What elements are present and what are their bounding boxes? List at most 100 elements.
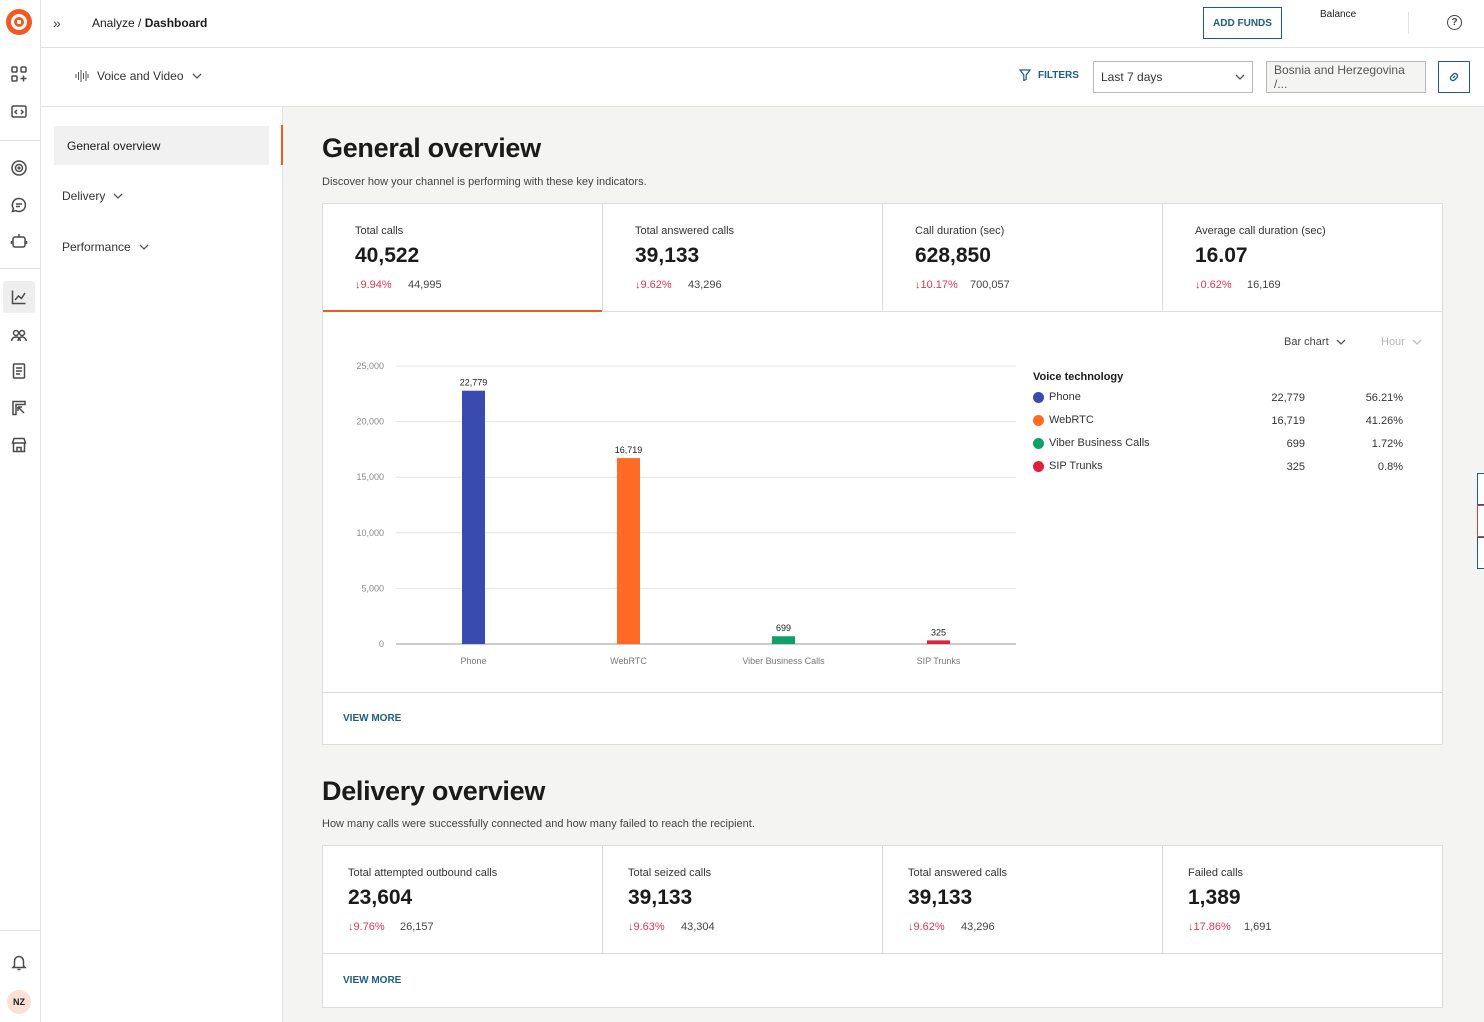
breadcrumb-parent[interactable]: Analyze / xyxy=(92,16,142,30)
chevron-down-icon xyxy=(1235,74,1245,80)
expand-chevrons-icon[interactable]: » xyxy=(53,15,61,31)
kpi-label: Total seized calls xyxy=(628,867,712,879)
app-logo-icon[interactable] xyxy=(6,9,32,35)
main-content: General overview Discover how your chann… xyxy=(283,107,1484,1022)
x-tick-label: Viber Business Calls xyxy=(742,656,825,666)
share-link-button[interactable] xyxy=(1438,61,1470,93)
chevron-down-icon xyxy=(1336,339,1346,345)
feedback-edge-tabs[interactable] xyxy=(1477,473,1484,569)
country-value: Bosnia and Herzegovina /... xyxy=(1274,63,1405,91)
legend-dot-icon xyxy=(1033,392,1044,403)
kpi-delta: ↓17.86% xyxy=(1188,921,1231,933)
legend-percent: 0.8% xyxy=(1377,461,1403,473)
nav-label: Performance xyxy=(62,239,131,254)
kpi-total-seized-calls[interactable]: Total seized calls 39,133 ↓9.63% 43,304 xyxy=(603,846,883,953)
bot-icon[interactable] xyxy=(8,230,30,252)
kpi-delta: ↓9.62% xyxy=(908,921,945,933)
nav-performance[interactable]: Performance xyxy=(54,227,269,266)
store-icon[interactable] xyxy=(8,434,30,456)
legend-title: Voice technology xyxy=(1033,371,1124,383)
app-rail: NZ xyxy=(0,0,41,1022)
delivery-overview-card: Total attempted outbound calls 23,604 ↓9… xyxy=(322,845,1443,1008)
kpi-delta: ↓10.17% xyxy=(915,279,958,291)
kpi-label: Total answered calls xyxy=(635,225,735,237)
kpi-previous: 26,157 xyxy=(400,921,434,933)
legend-item[interactable]: SIP Trunks 325 0.8% xyxy=(1033,460,1403,483)
legend-name: Phone xyxy=(1049,391,1081,403)
granularity-dropdown[interactable]: Hour xyxy=(1381,336,1422,348)
people-icon[interactable] xyxy=(8,324,30,346)
filters-label: FILTERS xyxy=(1038,69,1079,81)
apps-icon[interactable] xyxy=(8,63,30,85)
rail-divider xyxy=(0,140,40,141)
chart-type-dropdown[interactable]: Bar chart xyxy=(1284,336,1346,348)
filters-button[interactable]: FILTERS xyxy=(1019,69,1079,81)
chat-icon[interactable] xyxy=(8,194,30,216)
bell-icon[interactable] xyxy=(8,951,30,973)
card-divider xyxy=(323,692,1442,693)
nav-general-overview[interactable]: General overview xyxy=(54,126,269,165)
general-overview-card: Total calls 40,522 ↓9.94% 44,995 Total a… xyxy=(322,203,1443,745)
nav-delivery[interactable]: Delivery xyxy=(54,176,269,215)
breadcrumb-current: Dashboard xyxy=(144,16,208,30)
chart-legend: Voice technology Phone 22,779 56.21% WebRTC… xyxy=(1033,371,1403,483)
active-nav-indicator xyxy=(281,125,283,165)
user-avatar[interactable]: NZ xyxy=(7,990,31,1014)
help-icon[interactable]: ? xyxy=(1447,15,1462,30)
kpi-total-answered-calls[interactable]: Total answered calls 39,133 ↓9.62% 43,29… xyxy=(603,204,883,311)
delivery-view-more-link[interactable]: VIEW MORE xyxy=(343,975,402,986)
period-select[interactable]: Last 7 days xyxy=(1093,61,1253,93)
kpi-failed-calls[interactable]: Failed calls 1,389 ↓17.86% 1,691 xyxy=(1163,846,1442,953)
y-tick-label: 15,000 xyxy=(356,472,384,482)
channel-selector[interactable]: Voice and Video xyxy=(75,69,202,83)
bar-viber-business-calls xyxy=(772,636,795,644)
section-nav: General overview Delivery Performance xyxy=(41,107,283,1022)
general-overview-subtitle: Discover how your channel is performing … xyxy=(322,176,647,188)
chevron-down-icon xyxy=(1412,339,1422,345)
kpi-value: 1,389 xyxy=(1188,886,1241,909)
nav-label: General overview xyxy=(67,138,161,153)
legend-item[interactable]: Viber Business Calls 699 1.72% xyxy=(1033,437,1403,460)
kpi-previous: 43,304 xyxy=(681,921,715,933)
kpi-delta: ↓9.76% xyxy=(348,921,385,933)
delivery-overview-subtitle: How many calls were successfully connect… xyxy=(322,818,755,830)
developer-tools-icon[interactable] xyxy=(8,100,30,122)
granularity-label: Hour xyxy=(1381,336,1405,348)
bar-value-label: 325 xyxy=(931,627,946,637)
legend-percent: 56.21% xyxy=(1365,392,1403,404)
add-funds-button[interactable]: ADD FUNDS xyxy=(1203,7,1282,39)
x-tick-label: SIP Trunks xyxy=(917,656,961,666)
kpi-average-call-duration[interactable]: Average call duration (sec) 16.07 ↓0.62%… xyxy=(1163,204,1442,311)
bar-webrtc xyxy=(617,458,640,644)
analyze-chart-icon[interactable] xyxy=(3,281,35,313)
kpi-value: 16.07 xyxy=(1195,244,1248,267)
breadcrumb: Analyze / Dashboard xyxy=(92,16,207,30)
x-tick-label: Phone xyxy=(460,656,486,666)
country-select[interactable]: Bosnia and Herzegovina /... xyxy=(1266,61,1426,93)
legend-item[interactable]: Phone 22,779 56.21% xyxy=(1033,391,1403,414)
bar-phone xyxy=(462,390,485,644)
general-overview-title: General overview xyxy=(322,133,541,163)
kpi-previous: 43,296 xyxy=(688,279,722,291)
legend-dot-icon xyxy=(1033,438,1044,449)
kpi-total-answered-calls[interactable]: Total answered calls 39,133 ↓9.62% 43,29… xyxy=(883,846,1163,953)
kpi-call-duration[interactable]: Call duration (sec) 628,850 ↓10.17% 700,… xyxy=(883,204,1163,311)
y-tick-label: 25,000 xyxy=(356,361,384,371)
report-icon[interactable] xyxy=(8,397,30,419)
nav-label: Delivery xyxy=(62,188,106,203)
y-tick-label: 5,000 xyxy=(361,583,384,593)
document-icon[interactable] xyxy=(8,360,30,382)
general-view-more-link[interactable]: VIEW MORE xyxy=(343,713,402,724)
kpi-previous: 16,169 xyxy=(1247,279,1281,291)
y-tick-label: 20,000 xyxy=(356,417,384,427)
chevron-down-icon xyxy=(113,193,123,199)
kpi-delta: ↓9.94% xyxy=(355,279,392,291)
kpi-total-calls[interactable]: Total calls 40,522 ↓9.94% 44,995 xyxy=(323,204,603,312)
kpi-total-attempted-outbound-calls[interactable]: Total attempted outbound calls 23,604 ↓9… xyxy=(323,846,603,953)
kpi-value: 23,604 xyxy=(348,886,413,909)
bar-value-label: 699 xyxy=(776,623,791,633)
target-icon[interactable] xyxy=(8,157,30,179)
x-tick-label: WebRTC xyxy=(610,656,647,666)
legend-count: 325 xyxy=(1286,461,1305,473)
legend-item[interactable]: WebRTC 16,719 41.26% xyxy=(1033,414,1403,437)
